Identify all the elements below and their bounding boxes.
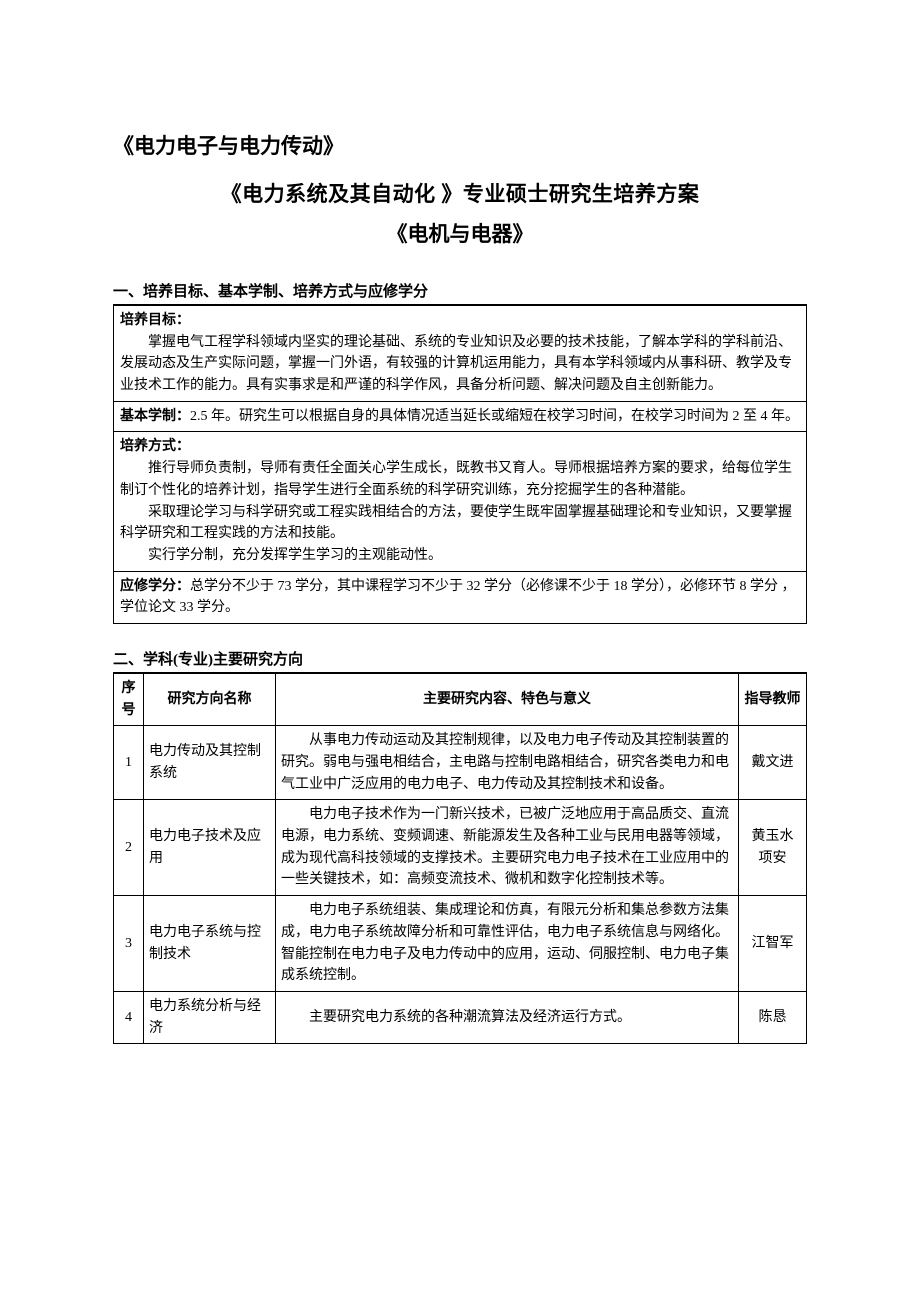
- row-content: 从事电力传动运动及其控制规律，以及电力电子传动及其控制装置的研究。弱电与强电相结…: [276, 726, 739, 800]
- title-line-2: 《电力系统及其自动化 》专业硕士研究生培养方案: [113, 178, 807, 208]
- row-content: 电力电子技术作为一门新兴技术，已被广泛地应用于高品质交、直流电源，电力系统、变频…: [276, 800, 739, 896]
- row-teacher: 戴文进: [739, 726, 807, 800]
- row-name: 电力传动及其控制系统: [144, 726, 276, 800]
- research-table: 序号 研究方向名称 主要研究内容、特色与意义 指导教师 1电力传动及其控制系统从…: [113, 673, 807, 1044]
- header-teacher: 指导教师: [739, 673, 807, 725]
- method-p3: 实行学分制，充分发挥学生学习的主观能动性。: [120, 545, 800, 567]
- method-cell: 培养方式： 推行导师负责制，导师有责任全面关心学生成长，既教书又育人。导师根据培…: [114, 432, 807, 571]
- row-name: 电力系统分析与经济: [144, 991, 276, 1043]
- credits-cell: 应修学分：总学分不少于 73 学分，其中课程学习不少于 32 学分（必修课不少于…: [114, 571, 807, 623]
- row-num: 2: [114, 800, 144, 896]
- document-page: 《电力电子与电力传动》 《电力系统及其自动化 》专业硕士研究生培养方案 《电机与…: [0, 0, 920, 1302]
- goals-cell: 培养目标： 掌握电气工程学科领域内坚实的理论基础、系统的专业知识及必要的技术技能…: [114, 306, 807, 402]
- research-header-row: 序号 研究方向名称 主要研究内容、特色与意义 指导教师: [114, 673, 807, 725]
- section2-heading: 二、学科(专业)主要研究方向: [113, 648, 807, 673]
- row-teacher: 黄玉水项安: [739, 800, 807, 896]
- info-table: 培养目标： 掌握电气工程学科领域内坚实的理论基础、系统的专业知识及必要的技术技能…: [113, 305, 807, 624]
- section1-heading: 一、培养目标、基本学制、培养方式与应修学分: [113, 280, 807, 305]
- row-num: 1: [114, 726, 144, 800]
- row-content: 主要研究电力系统的各种潮流算法及经济运行方式。: [276, 991, 739, 1043]
- table-row: 4电力系统分析与经济主要研究电力系统的各种潮流算法及经济运行方式。陈恳: [114, 991, 807, 1043]
- title-line-1: 《电力电子与电力传动》: [113, 130, 807, 160]
- row-num: 4: [114, 991, 144, 1043]
- goals-label: 培养目标：: [120, 313, 190, 328]
- table-row: 1电力传动及其控制系统从事电力传动运动及其控制规律，以及电力电子传动及其控制装置…: [114, 726, 807, 800]
- goals-text: 掌握电气工程学科领域内坚实的理论基础、系统的专业知识及必要的技术技能，了解本学科…: [120, 332, 800, 397]
- credits-label: 应修学分：: [120, 579, 190, 594]
- duration-label: 基本学制：: [120, 409, 190, 424]
- row-name: 电力电子系统与控制技术: [144, 896, 276, 992]
- row-teacher: 江智军: [739, 896, 807, 992]
- row-name: 电力电子技术及应用: [144, 800, 276, 896]
- row-teacher: 陈恳: [739, 991, 807, 1043]
- credits-text: 总学分不少于 73 学分，其中课程学习不少于 32 学分（必修课不少于 18 学…: [120, 579, 796, 616]
- duration-text: 2.5 年。研究生可以根据自身的具体情况适当延长或缩短在校学习时间，在校学习时间…: [190, 409, 799, 424]
- row-num: 3: [114, 896, 144, 992]
- duration-cell: 基本学制：2.5 年。研究生可以根据自身的具体情况适当延长或缩短在校学习时间，在…: [114, 401, 807, 432]
- header-name: 研究方向名称: [144, 673, 276, 725]
- row-content: 电力电子系统组装、集成理论和仿真，有限元分析和集总参数方法集成，电力电子系统故障…: [276, 896, 739, 992]
- header-num: 序号: [114, 673, 144, 725]
- title-line-3: 《电机与电器》: [113, 218, 807, 248]
- header-content: 主要研究内容、特色与意义: [276, 673, 739, 725]
- table-row: 2电力电子技术及应用电力电子技术作为一门新兴技术，已被广泛地应用于高品质交、直流…: [114, 800, 807, 896]
- method-p1: 推行导师负责制，导师有责任全面关心学生成长，既教书又育人。导师根据培养方案的要求…: [120, 458, 800, 501]
- table-row: 3电力电子系统与控制技术电力电子系统组装、集成理论和仿真，有限元分析和集总参数方…: [114, 896, 807, 992]
- method-label: 培养方式：: [120, 439, 190, 454]
- method-p2: 采取理论学习与科学研究或工程实践相结合的方法，要使学生既牢固掌握基础理论和专业知…: [120, 502, 800, 545]
